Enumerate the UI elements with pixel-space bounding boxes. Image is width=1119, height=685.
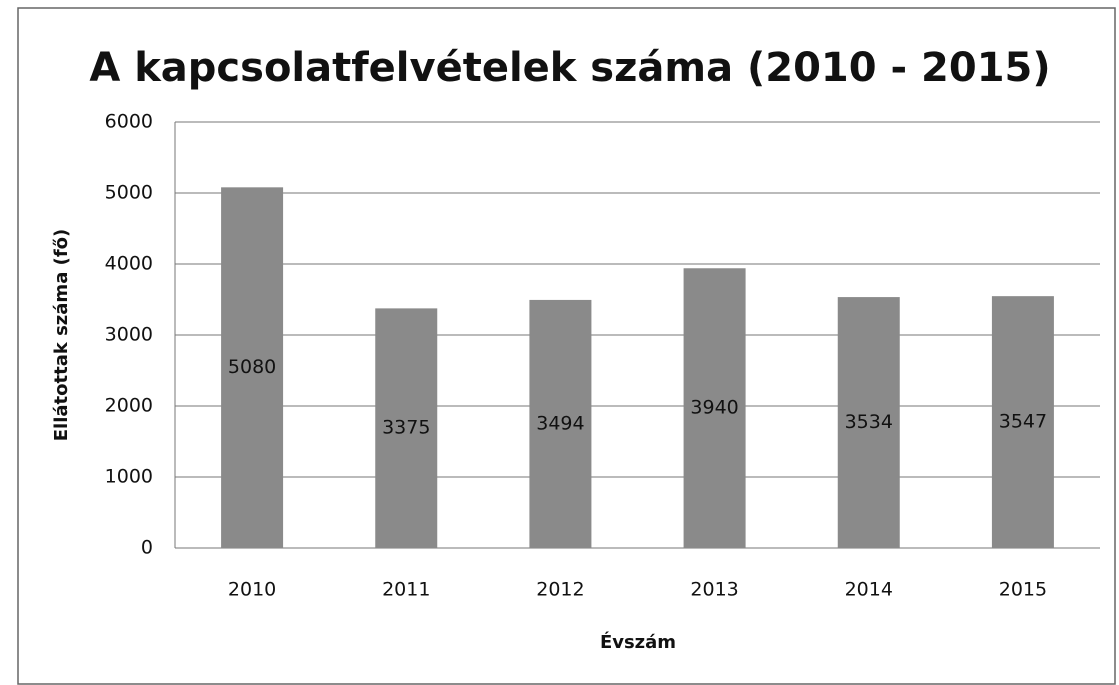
x-tick-label: 2011 xyxy=(382,579,430,601)
x-tick-label: 2013 xyxy=(690,579,738,601)
bar xyxy=(991,296,1054,548)
x-axis-title: Évszám xyxy=(600,631,676,653)
data-label: 3547 xyxy=(999,411,1047,433)
y-tick-label: 2000 xyxy=(105,395,153,417)
y-tick-label: 3000 xyxy=(105,324,153,346)
y-tick-label: 6000 xyxy=(105,111,153,133)
y-tick-label: 4000 xyxy=(105,253,153,275)
bar xyxy=(529,299,592,548)
y-tick-label: 5000 xyxy=(105,182,153,204)
y-tick-label: 1000 xyxy=(105,466,153,488)
bar xyxy=(221,187,284,548)
x-tick-label: 2010 xyxy=(228,579,276,601)
data-label: 3940 xyxy=(690,397,738,419)
x-tick-label: 2014 xyxy=(845,579,893,601)
bar xyxy=(683,268,746,548)
x-tick-label: 2015 xyxy=(999,579,1047,601)
data-label: 3375 xyxy=(382,417,430,439)
chart-title: A kapcsolatfelvételek száma (2010 - 2015… xyxy=(89,45,1050,91)
y-tick-label: 0 xyxy=(141,537,153,559)
y-axis-title: Ellátottak száma (fő) xyxy=(51,229,72,442)
bar xyxy=(375,308,438,548)
x-tick-label: 2012 xyxy=(536,579,584,601)
data-label: 5080 xyxy=(228,356,276,378)
data-label: 3494 xyxy=(536,412,584,434)
bar xyxy=(837,297,900,548)
data-label: 3534 xyxy=(845,411,893,433)
